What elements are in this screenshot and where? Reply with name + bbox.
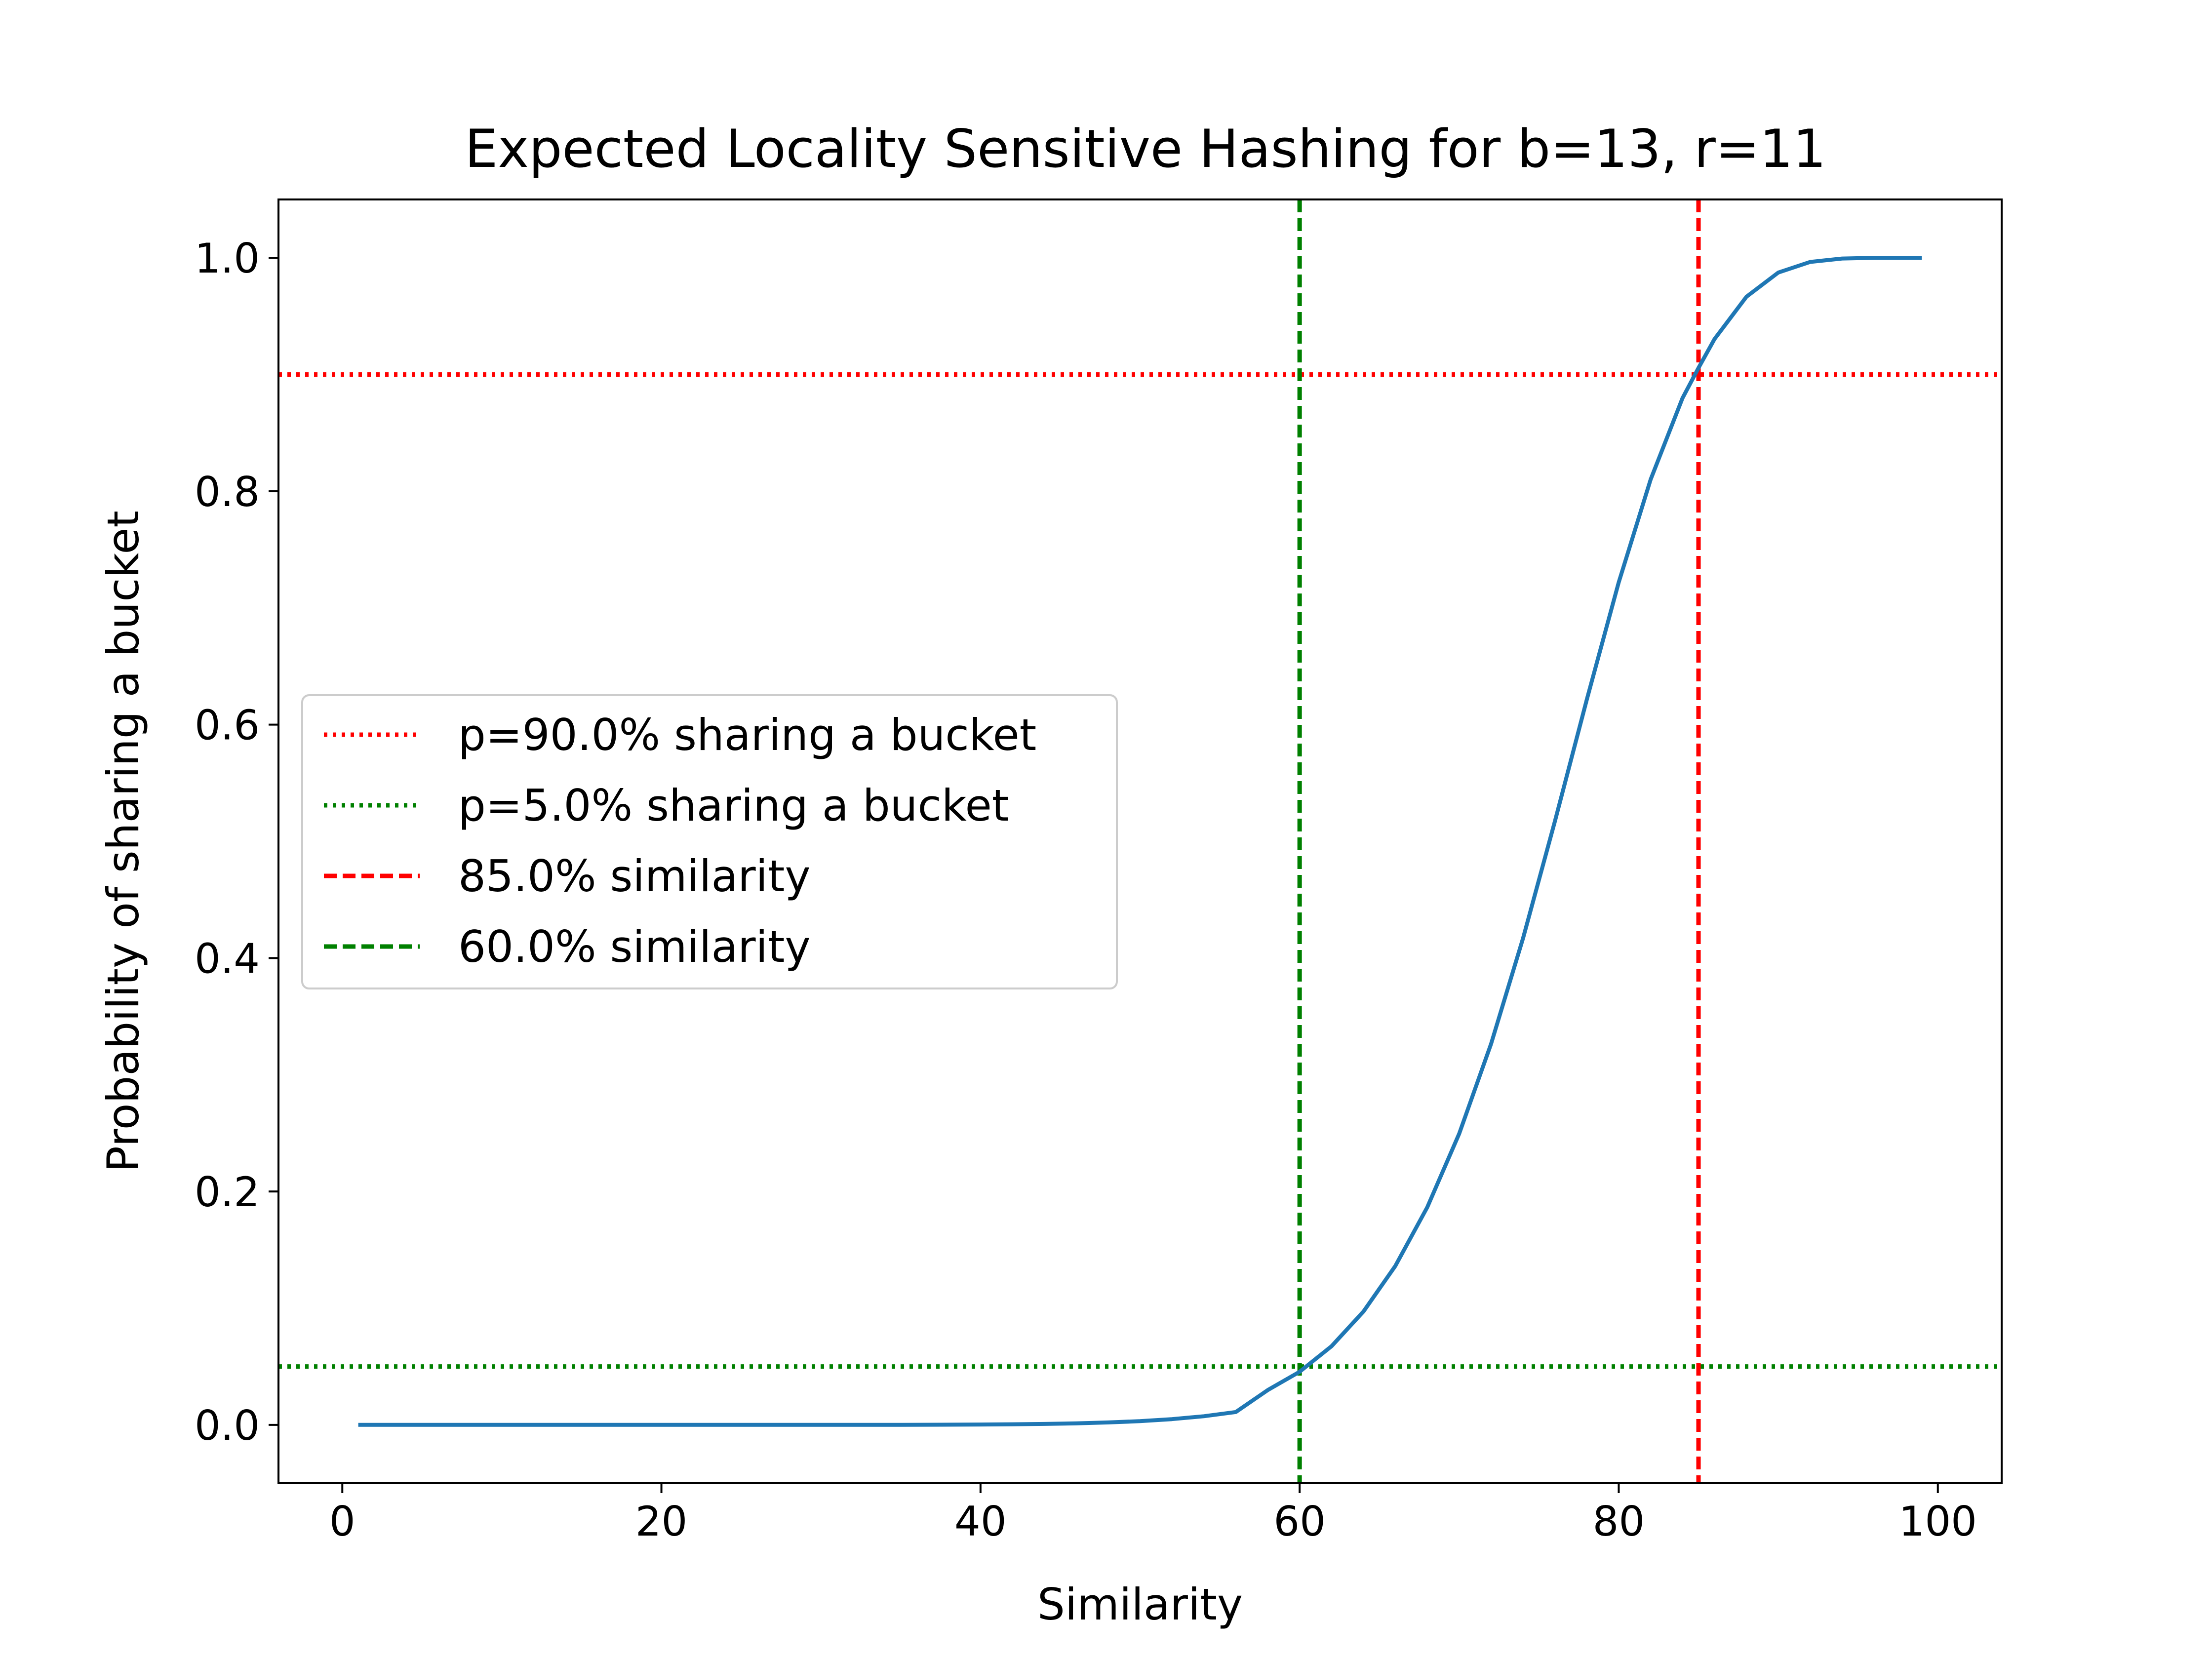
x-tick-label: 80 bbox=[1593, 1498, 1645, 1545]
y-tick-label: 0.4 bbox=[195, 935, 260, 983]
y-tick-label: 0.6 bbox=[195, 702, 260, 750]
series-layer bbox=[358, 256, 1922, 1427]
legend-label-0: p=90.0% sharing a bucket bbox=[458, 710, 1036, 760]
legend-label-1: p=5.0% sharing a bucket bbox=[458, 780, 1009, 831]
y-axis: 0.0 0.2 0.4 0.6 0.8 1.0 bbox=[195, 235, 278, 1450]
y-tick-label: 0.0 bbox=[195, 1402, 260, 1450]
x-tick-label: 100 bbox=[1899, 1498, 1977, 1545]
y-tick-label: 0.2 bbox=[195, 1168, 260, 1216]
y-tick-label: 0.8 bbox=[195, 468, 260, 516]
y-axis-label: Probability of sharing a bucket bbox=[98, 511, 149, 1172]
chart-title: Expected Locality Sensitive Hashing for … bbox=[465, 118, 1826, 179]
x-axis-label: Similarity bbox=[1037, 1579, 1243, 1630]
reference-lines bbox=[278, 199, 2002, 1483]
plot-frame bbox=[277, 198, 2003, 1484]
x-tick-label: 20 bbox=[635, 1498, 688, 1545]
legend-label-3: 60.0% similarity bbox=[458, 921, 811, 972]
series-line-0 bbox=[358, 256, 1922, 1427]
y-tick-label: 1.0 bbox=[195, 235, 260, 282]
legend-label-2: 85.0% similarity bbox=[458, 851, 811, 902]
x-axis: 0 20 40 60 80 100 bbox=[329, 1483, 1977, 1545]
legend: p=90.0% sharing a bucket p=5.0% sharing a… bbox=[301, 694, 1118, 989]
x-tick-label: 60 bbox=[1273, 1498, 1326, 1545]
legend-box bbox=[301, 694, 1118, 989]
x-tick-label: 0 bbox=[329, 1498, 356, 1545]
x-tick-label: 40 bbox=[954, 1498, 1007, 1545]
legend-items: p=90.0% sharing a bucket p=5.0% sharing a… bbox=[324, 710, 1036, 972]
